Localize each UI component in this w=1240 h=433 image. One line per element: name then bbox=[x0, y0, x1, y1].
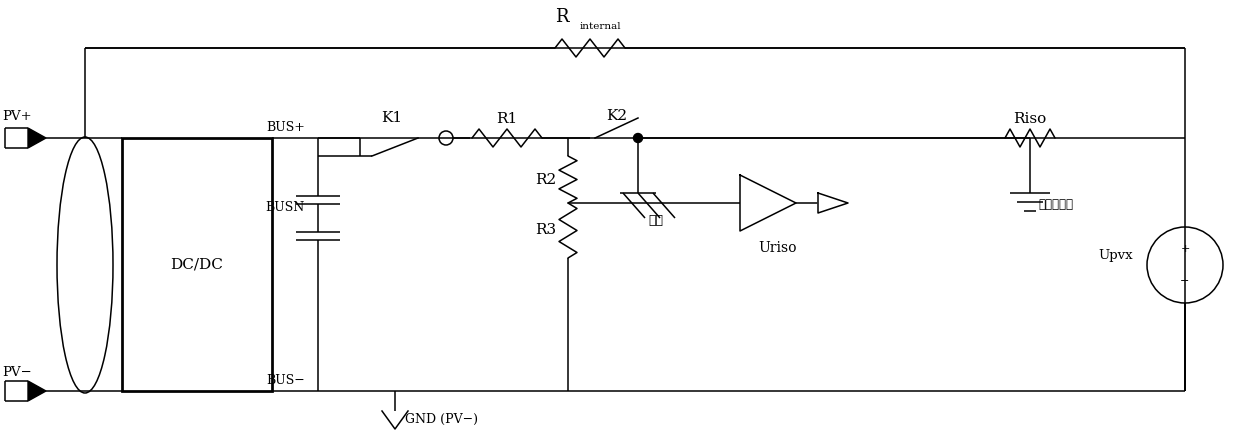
Text: +: + bbox=[1180, 244, 1189, 254]
Text: GND (PV−): GND (PV−) bbox=[405, 413, 477, 426]
Circle shape bbox=[634, 133, 642, 142]
Text: internal: internal bbox=[580, 22, 621, 31]
Text: Uriso: Uriso bbox=[759, 241, 797, 255]
Text: K1: K1 bbox=[382, 111, 403, 125]
Text: Riso: Riso bbox=[1013, 112, 1047, 126]
Text: 大地等电位: 大地等电位 bbox=[1038, 198, 1073, 211]
Text: DC/DC: DC/DC bbox=[171, 258, 223, 271]
Polygon shape bbox=[818, 193, 848, 213]
Text: Upvx: Upvx bbox=[1099, 249, 1133, 262]
Text: −: − bbox=[1180, 276, 1189, 286]
Text: PV−: PV− bbox=[2, 366, 32, 379]
Text: 机壳: 机壳 bbox=[649, 214, 663, 227]
Text: R1: R1 bbox=[496, 112, 517, 126]
Text: R3: R3 bbox=[534, 223, 556, 237]
Text: K2: K2 bbox=[606, 109, 627, 123]
Text: BUS−: BUS− bbox=[267, 374, 305, 387]
Polygon shape bbox=[29, 128, 46, 148]
Text: R2: R2 bbox=[534, 172, 556, 187]
Text: BUSN: BUSN bbox=[265, 201, 305, 214]
Text: R: R bbox=[556, 8, 568, 26]
Bar bbox=[122, 138, 272, 391]
Text: BUS+: BUS+ bbox=[267, 121, 305, 134]
Polygon shape bbox=[29, 381, 46, 401]
Text: PV+: PV+ bbox=[2, 110, 32, 123]
